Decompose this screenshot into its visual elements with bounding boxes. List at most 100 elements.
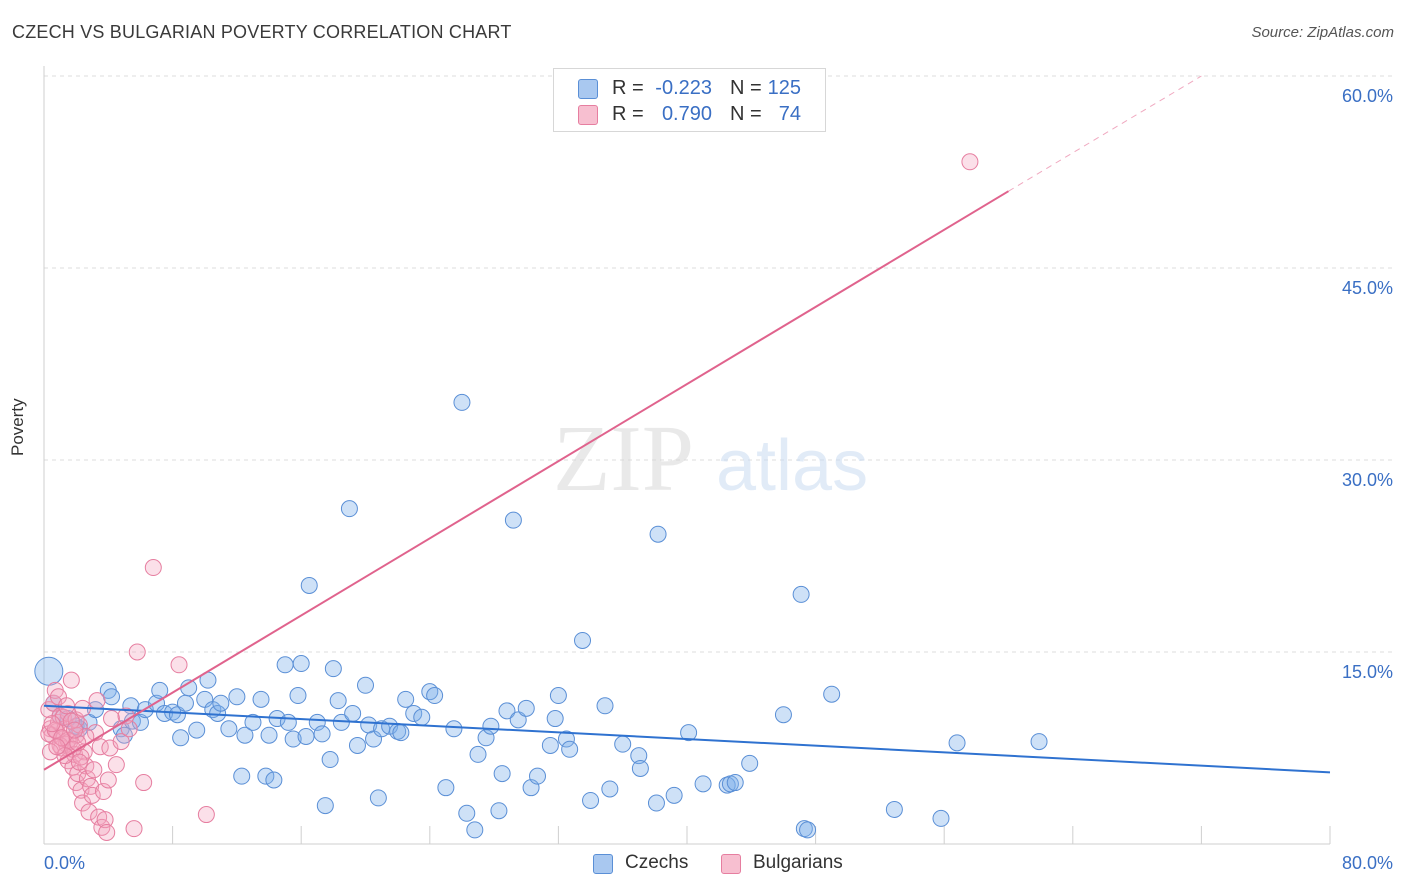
czechs-point <box>557 730 575 748</box>
czechs-point <box>329 692 347 710</box>
bulgarians-point <box>83 786 101 804</box>
trend-lines <box>43 75 1331 774</box>
legend-row-czechs: R = -0.223 N = 125 <box>554 75 825 99</box>
bulgarians-point <box>170 656 188 674</box>
czechs-point <box>292 655 310 673</box>
czechs-points <box>34 393 1048 839</box>
bulgarians-trend-extension <box>1008 75 1202 192</box>
czechs-point <box>188 721 206 739</box>
czechs-point <box>279 713 297 731</box>
czechs-point <box>614 735 632 753</box>
czechs-point <box>504 511 522 529</box>
bulgarians-point <box>197 806 215 824</box>
czechs-point <box>631 759 649 777</box>
czechs-point <box>741 754 759 772</box>
czechs-point <box>324 660 342 678</box>
czechs-point <box>466 821 484 839</box>
legend-r-value: 0.790 <box>661 103 712 125</box>
czechs-point <box>680 724 698 742</box>
bulgarians-point <box>53 729 71 747</box>
czechs-point <box>509 711 527 729</box>
bulgarians-point <box>135 774 153 792</box>
legend-r-label: R = <box>612 103 644 125</box>
czechs-point <box>517 699 535 717</box>
czechs-point <box>694 775 712 793</box>
y-tick-label: 60.0% <box>1342 86 1393 106</box>
series-legend-czechs[interactable]: Czechs <box>593 852 703 878</box>
czechs-point <box>405 704 423 722</box>
czechs-point <box>601 780 619 798</box>
czechs-point <box>665 786 683 804</box>
czechs-point <box>426 687 444 705</box>
source-label: Source: ZipAtlas.com <box>1251 24 1394 41</box>
x-tick-label: 80.0% <box>1342 853 1393 873</box>
czechs-point <box>392 724 410 742</box>
czechs-point <box>490 802 508 820</box>
czechs-point <box>413 708 431 726</box>
bulgarians-point <box>88 692 106 710</box>
czechs-point <box>458 804 476 822</box>
czechs-point <box>340 500 358 518</box>
czechs-point <box>151 681 169 699</box>
y-axis-label: Poverty <box>8 398 27 456</box>
czechs-point <box>792 585 810 603</box>
czechs-point <box>284 730 302 748</box>
legend-n-label: N = <box>730 103 762 125</box>
watermark-zip: ZIP <box>553 407 694 511</box>
czechs-point <box>276 656 294 674</box>
czechs-point <box>596 697 614 715</box>
czechs-point <box>469 745 487 763</box>
czechs-point <box>482 717 500 735</box>
legend-r-value: -0.223 <box>655 77 712 99</box>
czechs-point <box>300 576 318 594</box>
watermark: ZIP atlas <box>553 407 868 511</box>
czechs-point <box>630 747 648 765</box>
y-tick-label: 15.0% <box>1342 662 1393 682</box>
grid-lines <box>44 75 1392 653</box>
czechs-point <box>726 774 744 792</box>
czechs-point <box>445 720 463 738</box>
czechs-point <box>823 685 841 703</box>
czechs-point <box>176 694 194 712</box>
czechs-point <box>321 751 339 769</box>
czechs-point <box>265 771 283 789</box>
czechs-point <box>453 393 471 411</box>
czechs-point <box>313 725 331 743</box>
czechs-point <box>297 727 315 745</box>
czechs-point <box>348 736 366 754</box>
bulgarians-point <box>62 671 80 689</box>
bulgarians-point <box>144 559 162 577</box>
czechs-point <box>529 767 547 785</box>
bulgarians-point <box>48 738 66 756</box>
legend-row-bulgarians: R = 0.790 N = 74 <box>554 101 825 125</box>
bulgarians-point <box>961 153 979 171</box>
bulgarians-point <box>85 761 103 779</box>
czechs-point <box>289 687 307 705</box>
czechs-point <box>252 690 270 708</box>
tick-labels: 15.0% 30.0% 45.0% 60.0% 0.0% 80.0% <box>44 86 1393 873</box>
czechs-point <box>885 800 903 818</box>
czechs-point <box>774 706 792 724</box>
bulgarians-point <box>80 803 98 821</box>
bulgarians-point <box>82 777 100 795</box>
czechs-point <box>260 726 278 744</box>
legend-r-label: R = <box>612 77 644 99</box>
bulgarians-point <box>120 720 138 738</box>
czechs-point <box>172 729 190 747</box>
series-legend-bulgarians[interactable]: Bulgarians <box>721 852 861 878</box>
czechs-point <box>582 791 600 809</box>
czechs-point <box>437 779 455 797</box>
bulgarians-point <box>62 712 80 730</box>
legend-swatch-bulgarians <box>578 105 598 125</box>
legend-swatch-czechs <box>578 79 598 99</box>
czechs-point <box>397 690 415 708</box>
legend-swatch-czechs <box>593 854 613 874</box>
czechs-point <box>168 706 186 724</box>
czechs-point <box>498 702 516 720</box>
legend-n-value: 125 <box>767 77 801 99</box>
legend-n-value: 74 <box>778 103 801 125</box>
czechs-point <box>220 720 238 738</box>
czechs-point <box>103 688 121 706</box>
czechs-point <box>948 734 966 752</box>
